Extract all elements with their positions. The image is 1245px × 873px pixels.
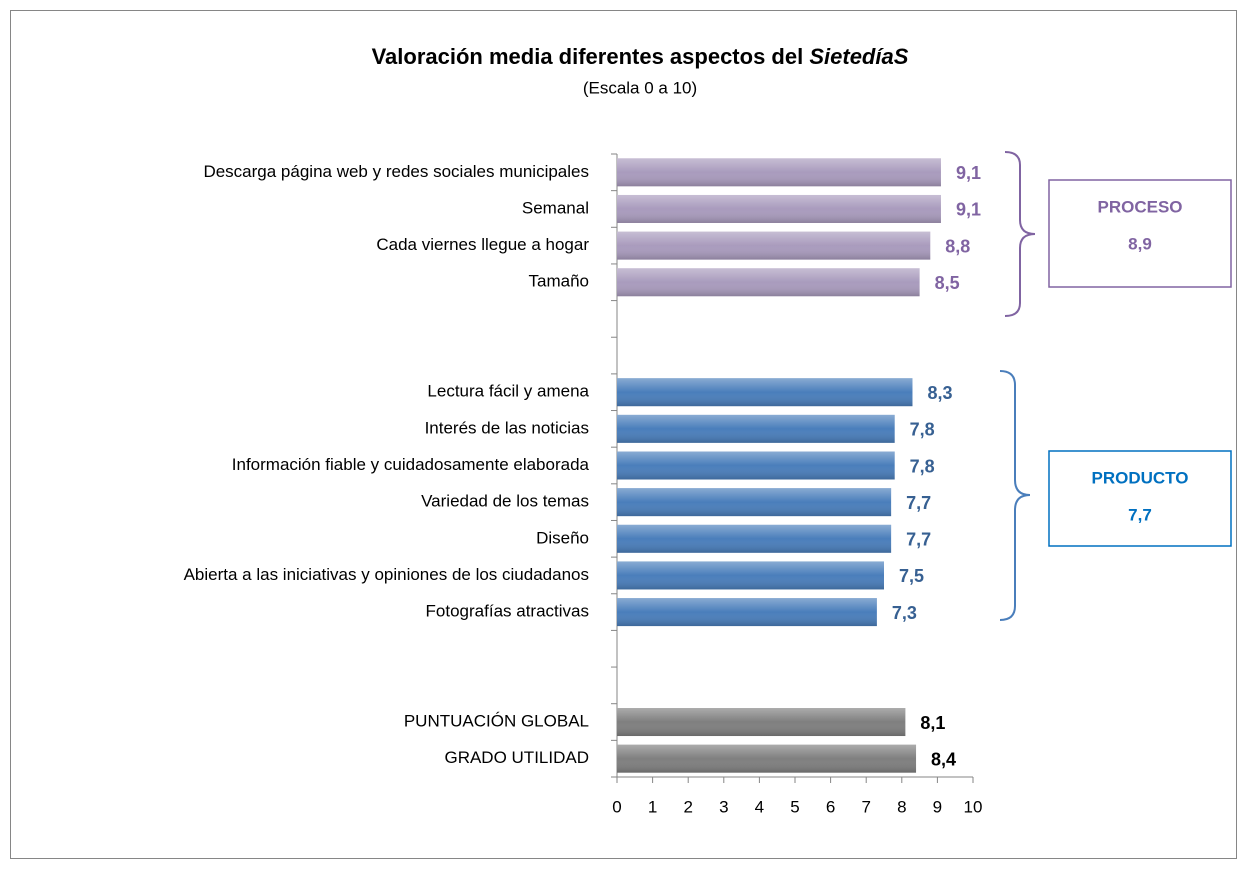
value-label: 8,8 <box>945 236 970 256</box>
y-tick-label: GRADO UTILIDAD <box>444 748 589 767</box>
bar-shade <box>617 231 931 260</box>
y-tick-label: Tamaño <box>529 272 589 291</box>
y-tick-label: PUNTUACIÓN GLOBAL <box>404 712 589 731</box>
bar-shade <box>617 268 920 297</box>
annotation-title: PRODUCTO <box>1092 468 1189 487</box>
value-label: 7,3 <box>892 603 917 623</box>
x-tick-label: 10 <box>964 797 983 816</box>
x-tick-label: 7 <box>861 797 870 816</box>
x-tick-label: 8 <box>897 797 906 816</box>
y-tick-label: Semanal <box>522 198 589 217</box>
x-tick-label: 1 <box>648 797 657 816</box>
y-tick-label: Interés de las noticias <box>425 418 589 437</box>
x-tick-label: 5 <box>790 797 799 816</box>
bar-shade <box>617 708 906 737</box>
title-italic: SietedíaS <box>809 44 908 69</box>
bar-shade <box>617 158 941 187</box>
bar-shade <box>617 451 895 480</box>
chart-title: Valoración media diferentes aspectos del… <box>372 44 909 69</box>
title-text: Valoración media diferentes aspectos del <box>372 44 804 69</box>
value-label: 8,4 <box>931 749 956 769</box>
bar-shade <box>617 561 884 590</box>
bar-shade <box>617 378 913 407</box>
bar-shade <box>617 194 941 223</box>
y-tick-label: Cada viernes llegue a hogar <box>376 235 589 254</box>
value-label: 7,8 <box>910 420 935 440</box>
value-label: 7,7 <box>906 493 931 513</box>
value-label: 7,5 <box>899 566 924 586</box>
y-tick-label: Variedad de los temas <box>421 492 589 511</box>
value-label: 8,5 <box>935 273 960 293</box>
bar-shade <box>617 488 892 517</box>
value-label: 9,1 <box>956 163 981 183</box>
brace-producto <box>999 370 1031 621</box>
x-tick-label: 4 <box>755 797 764 816</box>
value-label: 8,1 <box>920 713 945 733</box>
y-tick-label: Información fiable y cuidadosamente elab… <box>232 455 590 474</box>
bar-shade <box>617 744 917 773</box>
annotation-value: 7,7 <box>1128 505 1152 524</box>
annotation-box <box>1048 179 1232 288</box>
x-tick-label: 0 <box>612 797 621 816</box>
bar-shade <box>617 598 877 627</box>
x-tick-label: 3 <box>719 797 728 816</box>
value-label: 7,7 <box>906 530 931 550</box>
value-label: 7,8 <box>910 456 935 476</box>
annotation-value: 8,9 <box>1128 234 1152 253</box>
brace-proceso <box>1004 151 1036 317</box>
y-tick-label: Abierta a las iniciativas y opiniones de… <box>184 565 589 584</box>
x-tick-label: 2 <box>683 797 692 816</box>
bar-shade <box>617 414 895 443</box>
annotation-box <box>1048 450 1232 547</box>
y-tick-label: Lectura fácil y amena <box>427 382 589 401</box>
value-label: 8,3 <box>927 383 952 403</box>
value-label: 9,1 <box>956 200 981 220</box>
bar-shade <box>617 524 892 553</box>
y-tick-label: Descarga página web y redes sociales mun… <box>203 162 589 181</box>
x-tick-label: 9 <box>933 797 942 816</box>
y-tick-label: Fotografías atractivas <box>426 602 589 621</box>
annotation-title: PROCESO <box>1097 197 1182 216</box>
chart-subtitle: (Escala 0 a 10) <box>583 78 697 97</box>
x-tick-label: 6 <box>826 797 835 816</box>
y-tick-label: Diseño <box>536 528 589 547</box>
